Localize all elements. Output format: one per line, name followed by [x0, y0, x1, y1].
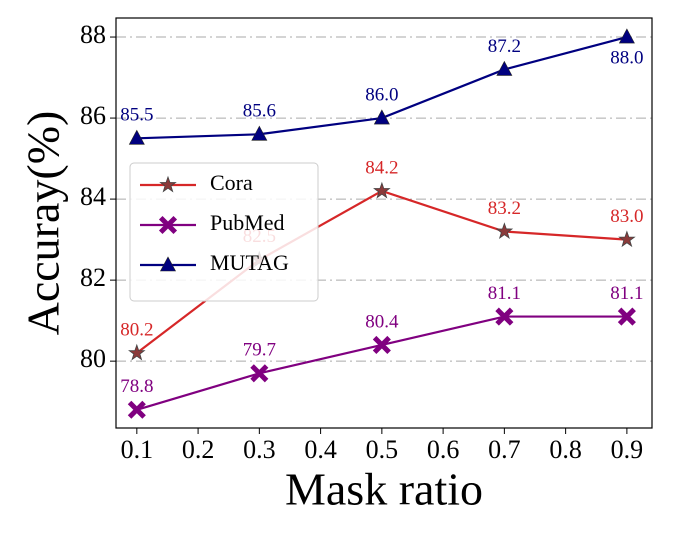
data-label: 81.1	[610, 283, 643, 304]
data-label: 79.7	[243, 340, 276, 361]
marker	[617, 307, 636, 326]
x-tick-label: 0.8	[549, 435, 582, 464]
marker	[128, 343, 146, 361]
legend-label: MUTAG	[210, 250, 289, 275]
marker	[251, 125, 268, 141]
marker	[496, 60, 513, 76]
data-label: 80.2	[120, 319, 153, 340]
x-tick-label: 0.9	[611, 435, 644, 464]
marker	[618, 230, 636, 248]
data-label: 78.8	[120, 376, 153, 397]
marker	[373, 109, 390, 125]
marker	[159, 175, 177, 193]
x-tick-label: 0.6	[427, 435, 460, 464]
data-label: 88.0	[610, 47, 643, 68]
data-label: 83.0	[610, 206, 643, 227]
data-label: 83.2	[488, 198, 521, 219]
x-tick-label: 0.5	[366, 435, 399, 464]
marker	[373, 181, 391, 199]
legend-label: PubMed	[210, 210, 285, 235]
marker	[127, 400, 146, 419]
plot-frame	[115, 17, 653, 429]
x-tick-label: 0.2	[182, 435, 215, 464]
x-tick-label: 0.1	[121, 435, 154, 464]
data-label: 81.1	[488, 283, 521, 304]
marker	[495, 222, 514, 239]
marker	[159, 256, 177, 272]
x-tick-label: 0.3	[243, 435, 276, 464]
y-tick-label: 80	[80, 344, 106, 373]
data-label: 85.6	[243, 101, 276, 122]
y-tick-label: 82	[80, 263, 106, 292]
legend-label: Cora	[210, 170, 253, 195]
marker	[372, 335, 391, 354]
legend-box	[129, 162, 319, 302]
y-tick-label: 84	[80, 182, 106, 211]
x-axis-label: Mask ratio	[285, 464, 483, 515]
data-label: 84.2	[365, 157, 398, 178]
y-tick-label: 88	[80, 20, 106, 49]
y-axis-label: Accuray(%)	[18, 111, 69, 336]
x-tick-label: 0.7	[488, 435, 521, 464]
marker	[128, 129, 145, 145]
y-tick-label: 86	[80, 101, 106, 130]
data-label: 87.2	[488, 36, 521, 57]
x-tick-label: 0.4	[304, 435, 337, 464]
data-label: 80.4	[365, 311, 399, 332]
data-label: 86.0	[365, 84, 398, 105]
marker	[618, 28, 635, 44]
data-label: 85.5	[120, 105, 153, 126]
marker	[158, 215, 178, 235]
marker	[250, 364, 269, 383]
marker	[495, 307, 514, 326]
